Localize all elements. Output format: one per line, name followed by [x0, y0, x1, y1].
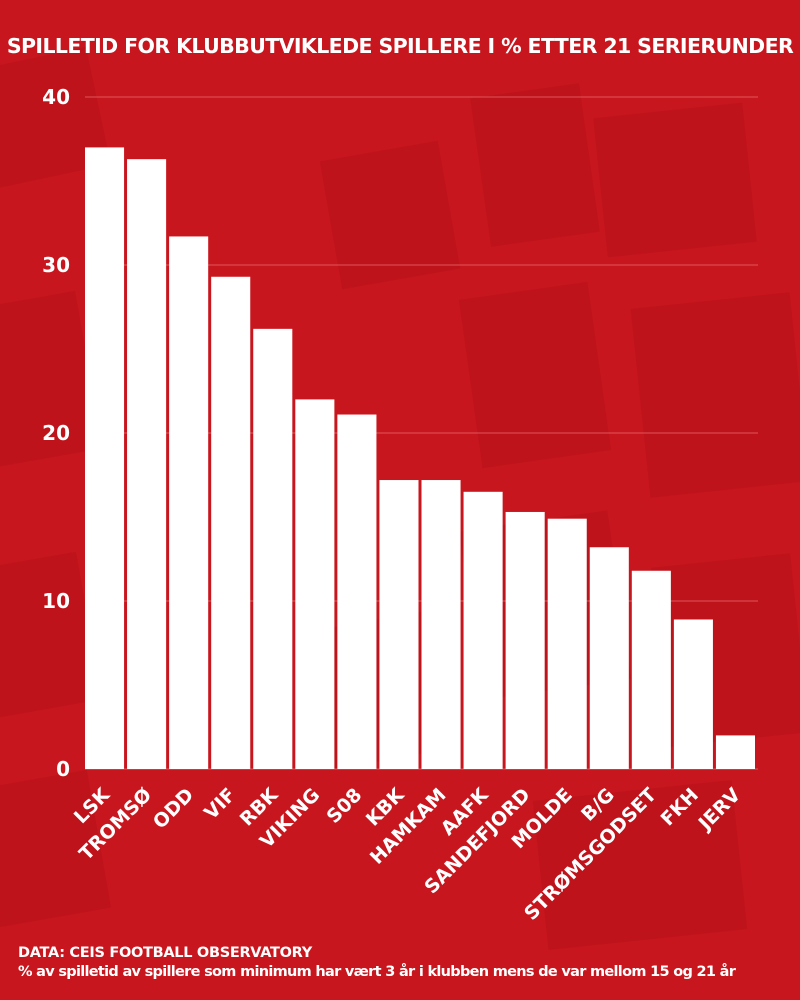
bar-aafk [463, 491, 503, 769]
bar-s08 [337, 414, 377, 769]
bar-molde [547, 518, 587, 769]
bar-kbk [379, 480, 419, 769]
y-axis-ticks: 0 10 20 30 40 [42, 85, 70, 781]
bar-strømsgodset [631, 570, 671, 769]
bar-hamkam [421, 480, 461, 769]
bar-vif [211, 276, 251, 769]
x-tick-label: S08 [323, 784, 367, 828]
bars [85, 147, 755, 769]
bar-odd [169, 236, 209, 769]
y-tick-label: 20 [42, 421, 70, 445]
bar-b-g [589, 547, 629, 769]
x-tick-label: ODD [149, 784, 198, 833]
y-tick-label: 40 [42, 85, 70, 109]
bar-rbk [253, 328, 293, 769]
footer-source: DATA: CEIS FOOTBALL OBSERVATORY [18, 945, 312, 961]
footer-note: % av spilletid av spillere som minimum h… [18, 964, 736, 980]
bar-lsk [85, 147, 125, 769]
bar-fkh [673, 619, 713, 769]
y-tick-label: 0 [56, 757, 70, 781]
bar-jerv [715, 735, 755, 769]
bar-viking [295, 399, 335, 769]
x-tick-label: VIF [200, 784, 240, 824]
y-tick-label: 10 [42, 589, 70, 613]
chart-title: SPILLETID FOR KLUBBUTVIKLEDE SPILLERE I … [6, 34, 794, 58]
bar-sandefjord [505, 511, 545, 769]
bar-tromsø [127, 159, 167, 769]
y-tick-label: 30 [42, 253, 70, 277]
x-tick-label: JERV [693, 784, 745, 836]
x-tick-label: FKH [657, 784, 703, 830]
